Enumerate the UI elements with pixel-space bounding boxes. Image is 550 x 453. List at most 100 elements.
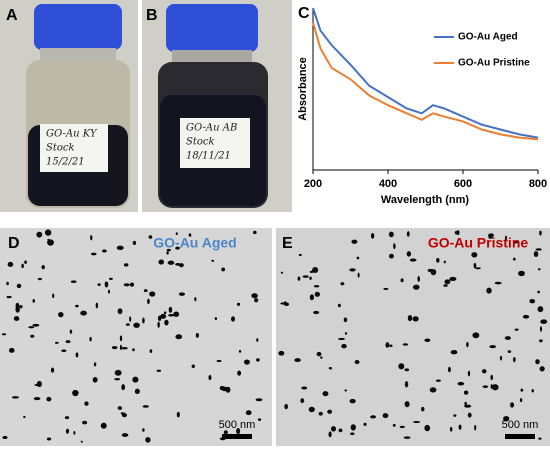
particle (472, 332, 480, 339)
particle (464, 404, 472, 408)
particle (65, 340, 71, 344)
particle (308, 406, 315, 413)
particle (117, 406, 123, 411)
particle (298, 253, 302, 257)
particle (457, 381, 465, 386)
panel-label: E (282, 235, 293, 252)
particle (389, 344, 393, 348)
particle (363, 422, 367, 426)
particle (519, 398, 523, 403)
x-tick-label: 800 (529, 178, 547, 190)
particle (142, 405, 149, 408)
particle (145, 437, 151, 443)
particle (322, 391, 329, 397)
particle (176, 411, 180, 418)
particle (24, 260, 27, 264)
particle (482, 385, 489, 388)
particle (388, 231, 394, 238)
particle (95, 302, 99, 309)
particle (338, 428, 343, 433)
particle (301, 386, 308, 390)
particle (514, 328, 519, 331)
particle (73, 431, 76, 435)
particle (32, 298, 36, 303)
particle (28, 326, 35, 329)
particle (316, 351, 322, 357)
particle (283, 301, 287, 306)
particle (537, 306, 544, 313)
particle (6, 281, 9, 286)
particle (89, 336, 92, 342)
particle (385, 342, 390, 348)
particle (134, 388, 140, 394)
particle (123, 263, 129, 267)
particle (337, 303, 341, 308)
particle (510, 402, 515, 408)
particle (8, 347, 15, 353)
micrograph-d (0, 228, 272, 446)
particle (116, 245, 124, 251)
particle (175, 262, 181, 266)
particle (120, 412, 125, 415)
particle (178, 292, 186, 296)
particle (490, 374, 493, 381)
scale-bar (222, 434, 252, 439)
particle (537, 290, 540, 294)
particle (318, 411, 323, 416)
particle (312, 266, 319, 274)
particle (294, 358, 301, 363)
particle (238, 350, 242, 353)
particle (163, 311, 167, 315)
particle (328, 366, 333, 370)
particle (32, 323, 40, 327)
particle (494, 281, 502, 285)
particle (15, 302, 20, 310)
particle (55, 341, 59, 344)
particle (129, 282, 135, 287)
particle (436, 258, 440, 263)
photo-a: GO-Au KY Stock 15/2/21 (0, 0, 138, 212)
particle (344, 332, 348, 335)
particle (13, 316, 20, 321)
particle (188, 233, 192, 237)
particle (93, 362, 97, 367)
particle (370, 415, 377, 419)
particle (147, 298, 150, 305)
particle (450, 350, 458, 355)
particle (443, 284, 448, 287)
particle (175, 232, 178, 236)
particle (471, 252, 478, 258)
particle (354, 360, 360, 365)
particle (173, 311, 180, 317)
particle (114, 377, 121, 381)
particle (158, 259, 165, 265)
particle (119, 335, 123, 342)
particle (504, 235, 508, 242)
particle (191, 364, 195, 369)
particle (195, 332, 199, 338)
particle (148, 235, 153, 239)
particle (531, 389, 534, 393)
particle (504, 336, 511, 340)
particle (80, 310, 87, 316)
particle (84, 401, 89, 406)
particle (313, 310, 320, 315)
particle (328, 431, 332, 438)
micrograph-title: GO-Au Aged (153, 235, 236, 251)
particle (100, 422, 107, 429)
legend-label: GO-Au Pristine (458, 58, 530, 69)
nanoparticles (1, 229, 548, 443)
jar-label-text: Stock (186, 137, 215, 148)
particle (142, 317, 145, 324)
y-axis-title: Absorbance (297, 57, 309, 121)
particle (47, 238, 50, 241)
jar-label-text: Stock (46, 143, 75, 154)
particle (350, 424, 356, 431)
particle (237, 370, 242, 376)
particle (421, 406, 425, 412)
particle (245, 410, 252, 416)
particle (518, 270, 525, 277)
particle (388, 253, 394, 259)
bottle-label (180, 118, 250, 168)
particle (75, 352, 79, 358)
